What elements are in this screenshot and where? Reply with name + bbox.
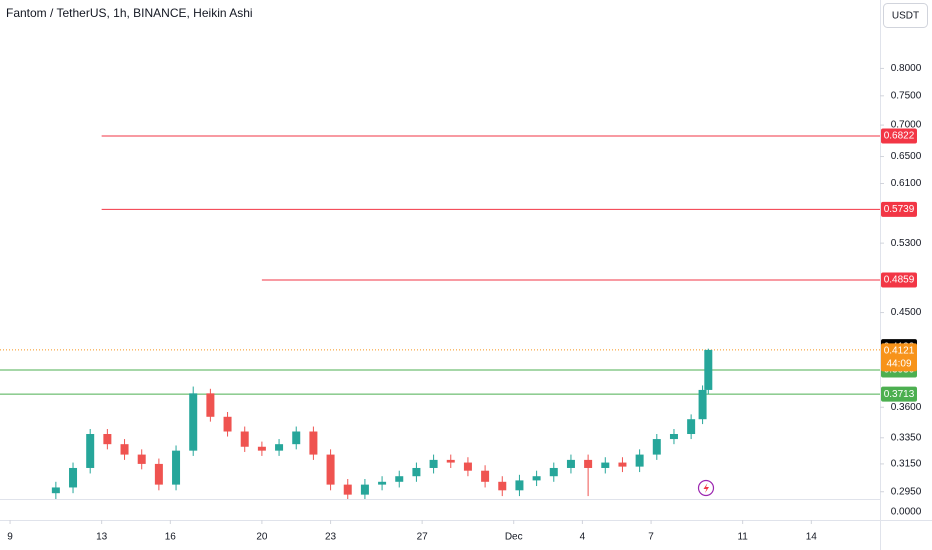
- last-price-text: 0.4121: [884, 346, 915, 357]
- icon-ring[interactable]: [697, 479, 715, 497]
- candle-body: [635, 454, 644, 467]
- y-tick-label: 0.6100: [891, 178, 922, 189]
- candle-body: [309, 431, 318, 455]
- candle-body: [698, 389, 707, 420]
- y-tick-label: 0.7000: [891, 120, 922, 131]
- candle-body: [446, 459, 455, 463]
- candle-body: [360, 484, 369, 495]
- y-tick-label: 0.5300: [891, 238, 922, 249]
- candle-body: [652, 439, 661, 455]
- y-tick-label: 0.7500: [891, 90, 922, 101]
- level-label-box: [881, 128, 917, 144]
- candle-body: [669, 434, 678, 440]
- candle-body: [343, 484, 352, 495]
- candle-body: [395, 476, 404, 482]
- x-tick-label: 20: [256, 532, 268, 543]
- x-tick-label: 27: [417, 532, 429, 543]
- axis-bottom-label: 0.0000: [891, 507, 922, 518]
- lightning-icon[interactable]: [697, 479, 715, 497]
- candle-body: [154, 463, 163, 485]
- candle-body: [412, 467, 421, 477]
- candle-body: [463, 462, 472, 471]
- candle-body: [172, 450, 181, 485]
- candle-body: [515, 480, 524, 491]
- candle-body: [618, 462, 627, 467]
- candle-body: [498, 481, 507, 491]
- level-label-text: 0.4859: [884, 275, 915, 286]
- candle-body: [103, 434, 112, 445]
- candle-body: [326, 454, 335, 485]
- candle-body: [257, 446, 266, 451]
- candle-body: [69, 467, 78, 488]
- candle-body: [223, 416, 232, 432]
- candle-body: [601, 462, 610, 468]
- candle-body: [429, 459, 438, 468]
- candles: [51, 348, 713, 499]
- x-tick-label: 16: [165, 532, 177, 543]
- candle-body: [532, 476, 541, 481]
- last-price-box: [881, 343, 917, 372]
- candle-body: [549, 467, 558, 477]
- x-tick-label: 11: [737, 532, 748, 543]
- candle-body: [584, 459, 593, 468]
- level-label-text: 0.6822: [884, 131, 915, 142]
- candle-body: [189, 393, 198, 451]
- level-label-text: 0.3713: [884, 389, 915, 400]
- level-label-box: [881, 201, 917, 217]
- y-tick-label: 0.8000: [891, 63, 922, 74]
- candle-body: [378, 481, 387, 485]
- x-tick-label: 14: [806, 532, 818, 543]
- chart-title: Fantom / TetherUS, 1h, BINANCE, Heikin A…: [6, 6, 253, 20]
- candle-body: [137, 454, 146, 464]
- y-tick-label: 0.3350: [891, 432, 922, 443]
- level-label-box: [881, 272, 917, 288]
- x-tick-label: Dec: [505, 532, 523, 543]
- level-label-text: 0.5739: [884, 204, 915, 215]
- x-tick-label: 4: [580, 532, 586, 543]
- level-label-box: [881, 386, 917, 402]
- candle-body: [86, 434, 95, 468]
- candle-body: [120, 444, 129, 455]
- candle-body: [292, 431, 301, 445]
- candle-body: [240, 431, 249, 447]
- currency-label[interactable]: USDT: [892, 11, 919, 22]
- candle-body: [481, 470, 490, 482]
- candle-body: [566, 459, 575, 468]
- y-tick-label: 0.4500: [891, 307, 922, 318]
- last-price-countdown: 44:09: [886, 359, 911, 370]
- x-tick-label: 9: [7, 532, 13, 543]
- candle-body: [687, 419, 696, 435]
- candle-body: [206, 393, 215, 417]
- candle-body: [275, 444, 284, 451]
- y-tick-label: 0.2950: [891, 486, 922, 497]
- x-tick-label: 23: [325, 532, 337, 543]
- x-tick-label: 13: [96, 532, 108, 543]
- candle-body: [51, 487, 60, 494]
- icon-bolt[interactable]: [703, 483, 710, 493]
- y-tick-label: 0.3600: [891, 402, 922, 413]
- x-tick-label: 7: [648, 532, 654, 543]
- candle-body: [704, 349, 713, 390]
- y-tick-label: 0.3150: [891, 459, 922, 470]
- y-tick-label: 0.6500: [891, 151, 922, 162]
- currency-button[interactable]: [883, 3, 928, 28]
